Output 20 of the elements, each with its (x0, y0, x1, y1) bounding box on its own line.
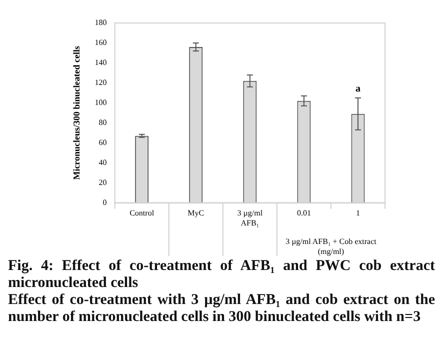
y-tick-label: 120 (94, 78, 107, 88)
x-tick-label: Control (130, 208, 155, 218)
y-tick-label: 60 (98, 138, 107, 147)
y-tick-label: 160 (94, 38, 107, 48)
y-tick-label: 80 (98, 118, 107, 127)
y-tick-label: 0 (102, 198, 107, 207)
y-tick-label: 180 (94, 18, 107, 28)
text: 3 µg/ml AFB₁ + Cob extract (mg/ml) (286, 237, 378, 256)
text: Fig. 4: Effect of co-treatment of AFB₁ and PWC cob extract micronucleated cells (8, 258, 435, 292)
text: Effect of co-treatment with 3 µg/ml AFB₁ and cob extract on the number of micronucleated cells in 300 binucleated cells with n=3 (8, 292, 435, 326)
x-tick-label: 3 µg/ml AFB₁ (237, 208, 264, 228)
x-tick-label: MyC (188, 208, 204, 218)
y-tick-label: 140 (94, 58, 107, 68)
y-tick-label: 100 (94, 98, 107, 108)
y-axis-title: Micronucleus/300 binucleated cells (72, 45, 82, 180)
y-tick-label: 20 (98, 178, 107, 187)
y-tick-label: 40 (98, 158, 107, 167)
x-tick-label: 1 (356, 208, 360, 218)
x-tick-label: 0.01 (296, 208, 311, 218)
annotation: a (355, 83, 360, 94)
